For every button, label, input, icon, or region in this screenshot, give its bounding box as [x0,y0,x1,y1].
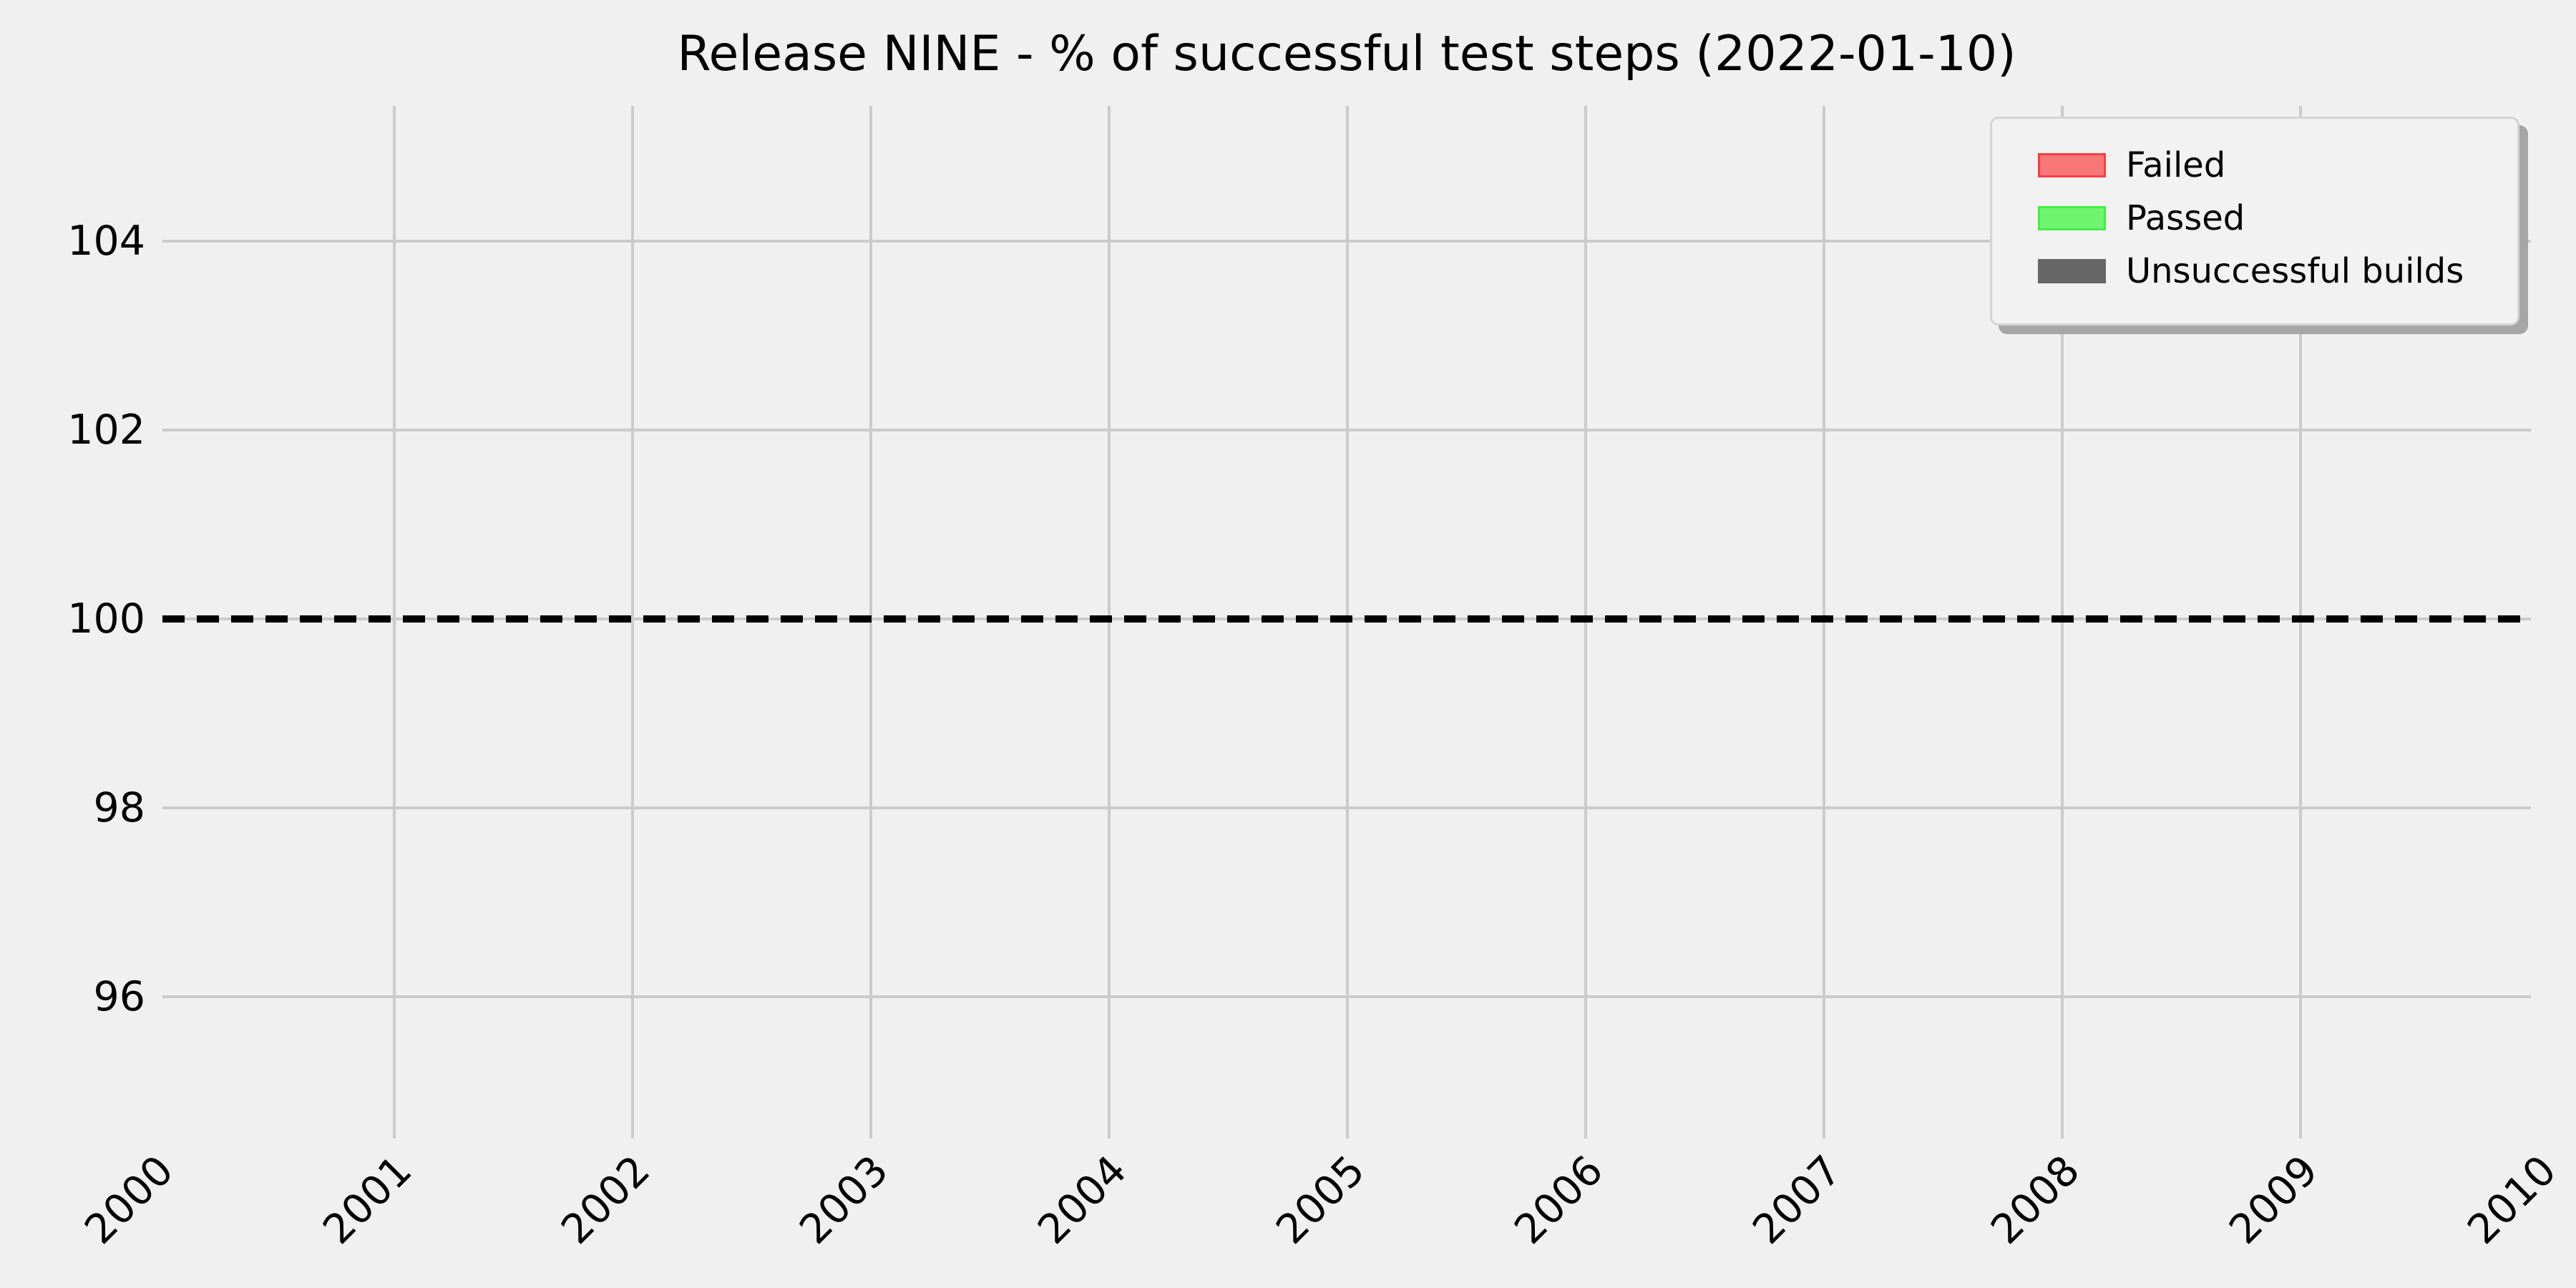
x-tick-label: 2002 [552,1146,660,1254]
reference-dashed-line [162,615,2527,623]
legend-entry: Passed [2038,201,2517,235]
x-tick-label: 2009 [2220,1146,2328,1254]
h-gridline [162,995,2531,998]
h-gridline [162,240,2531,243]
y-tick-label: 104 [67,218,145,265]
legend-swatch [2038,259,2106,283]
h-gridline [162,429,2531,431]
legend-entry-label: Failed [2126,145,2226,185]
x-tick-label: 2001 [313,1146,421,1254]
legend-entry: Failed [2038,148,2517,182]
y-tick-label: 98 [93,784,145,831]
x-tick-label: 2007 [1743,1146,1851,1254]
y-tick-label: 100 [67,595,145,643]
legend-swatch [2038,153,2106,177]
legend-entry-label: Unsuccessful builds [2126,251,2464,291]
plot-area [162,106,2531,1138]
h-gridline [162,806,2531,809]
x-tick-label: 2004 [1028,1146,1136,1254]
y-tick-label: 102 [67,406,145,454]
legend: Failed Passed Unsuccessful builds [1990,117,2519,326]
legend-swatch [2038,206,2106,230]
legend-entry: Unsuccessful builds [2038,254,2517,288]
chart-title: Release NINE - % of successful test step… [677,26,2016,82]
y-tick-label: 96 [93,973,145,1020]
x-tick-label: 2008 [1981,1146,2089,1254]
legend-entry-label: Passed [2126,198,2245,238]
x-tick-label: 2006 [1505,1146,1613,1254]
x-tick-label: 2003 [790,1146,898,1254]
x-tick-label: 2010 [2458,1146,2566,1254]
x-tick-label: 2005 [1267,1146,1375,1254]
x-tick-label: 2000 [75,1146,183,1254]
